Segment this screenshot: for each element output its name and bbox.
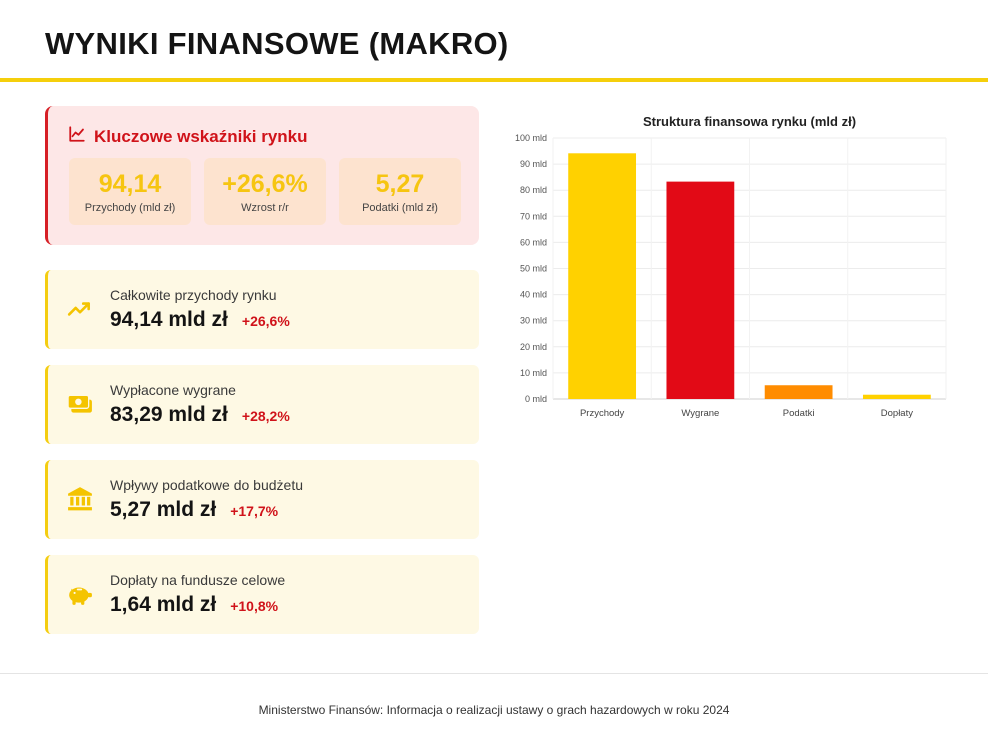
- piggy-bank-icon: [66, 581, 94, 607]
- x-tick-label: Przychody: [580, 408, 625, 419]
- kpi-box-growth: +26,6% Wzrost r/r: [204, 158, 326, 225]
- card-value: 83,29 mld zł: [110, 403, 228, 426]
- kpi-title-label: Kluczowe wskaźniki rynku: [94, 126, 308, 146]
- y-tick-label: 60 mld: [520, 237, 547, 247]
- card-surcharges: Dopłaty na fundusze celowe 1,64 mld zł +…: [45, 555, 479, 634]
- kpi-value: +26,6%: [222, 170, 308, 198]
- card-value: 5,27 mld zł: [110, 498, 217, 521]
- card-label: Wypłacone wygrane: [110, 382, 236, 398]
- bar-podatki: [764, 385, 833, 399]
- kpi-label: Podatki (mld zł): [362, 202, 438, 214]
- y-tick-label: 90 mld: [520, 159, 547, 169]
- kpi-label: Przychody (mld zł): [84, 202, 176, 214]
- kpi-value: 94,14: [98, 170, 162, 198]
- card-value: 1,64 mld zł: [110, 593, 217, 616]
- y-tick-label: 40 mld: [520, 290, 547, 300]
- kpi-value: 5,27: [375, 170, 425, 198]
- financial-structure-chart: Struktura finansowa rynku (mld zł) 0 mld 1…: [505, 106, 955, 436]
- x-tick-label: Wygrane: [681, 408, 719, 419]
- y-tick-label: 80 mld: [520, 185, 547, 195]
- card-change: +28,2%: [241, 408, 290, 424]
- page-header: WYNIKI FINANSOWE (MAKRO): [0, 0, 988, 82]
- footer: Ministerstwo Finansów: Informacja o real…: [0, 673, 988, 735]
- kpi-box-taxes: 5,27 Podatki (mld zł): [339, 158, 461, 225]
- page-title: WYNIKI FINANSOWE (MAKRO): [45, 26, 509, 61]
- kpi-panel: Kluczowe wskaźniki rynku 94,14 Przychody…: [45, 106, 479, 245]
- money-icon: [66, 391, 94, 417]
- bar-wygrane: [666, 181, 735, 399]
- kpi-title: Kluczowe wskaźniki rynku: [68, 125, 308, 148]
- y-tick-label: 70 mld: [520, 211, 547, 221]
- chart-svg: Struktura finansowa rynku (mld zł) 0 mld 1…: [515, 114, 947, 419]
- y-tick-label: 100 mld: [515, 133, 547, 143]
- card-label: Dopłaty na fundusze celowe: [110, 572, 286, 588]
- trending-up-icon: [66, 296, 94, 322]
- card-value: 94,14 mld zł: [110, 308, 228, 331]
- bar-dopłaty: [862, 394, 931, 399]
- x-tick-label: Dopłaty: [881, 408, 913, 419]
- card-tax-revenue: Wpływy podatkowe do budżetu 5,27 mld zł …: [45, 460, 479, 539]
- kpi-label: Wzrost r/r: [241, 202, 289, 214]
- card-total-revenue: Całkowite przychody rynku 94,14 mld zł +…: [45, 270, 479, 349]
- kpi-box-revenue: 94,14 Przychody (mld zł): [69, 158, 191, 225]
- bank-icon: [66, 486, 94, 512]
- card-label: Całkowite przychody rynku: [110, 287, 277, 303]
- card-change: +10,8%: [230, 598, 279, 614]
- y-tick-label: 10 mld: [520, 368, 547, 378]
- card-winnings: Wypłacone wygrane 83,29 mld zł +28,2%: [45, 365, 479, 444]
- y-tick-label: 0 mld: [525, 394, 547, 404]
- bar-przychody: [568, 153, 637, 399]
- card-label: Wpływy podatkowe do budżetu: [110, 477, 303, 493]
- y-tick-label: 50 mld: [520, 264, 547, 274]
- card-change: +17,7%: [230, 503, 279, 519]
- y-tick-label: 20 mld: [520, 342, 547, 352]
- card-change: +26,6%: [241, 313, 290, 329]
- y-tick-label: 30 mld: [520, 316, 547, 326]
- x-tick-label: Podatki: [783, 408, 815, 419]
- footer-source: Ministerstwo Finansów: Informacja o real…: [258, 703, 730, 717]
- chart-title: Struktura finansowa rynku (mld zł): [643, 114, 856, 129]
- line-chart-icon: [68, 125, 86, 148]
